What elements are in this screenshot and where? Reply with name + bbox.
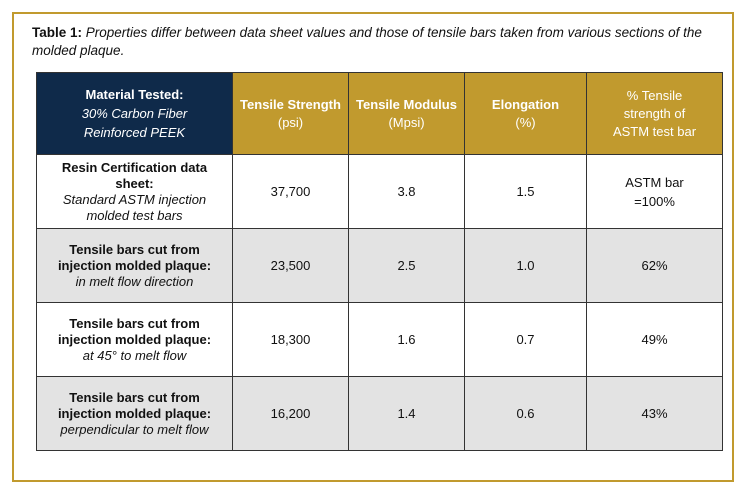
column-header-unit: (psi): [277, 114, 304, 130]
tensile-strength-header: Tensile Strength (psi): [232, 72, 349, 155]
tensile-modulus-cell: 2.5: [348, 228, 465, 303]
row-label-bold: Tensile bars cut from injection molded p…: [57, 389, 212, 421]
pct-header-line-1: % Tensile: [626, 87, 683, 103]
elongation-cell: 0.6: [464, 376, 587, 451]
table-header-row: Material Tested: 30% Carbon Fiber Reinfo…: [36, 72, 723, 155]
column-header-unit: (%): [515, 114, 536, 130]
tensile-modulus-cell: 3.8: [348, 154, 465, 229]
tensile-modulus-header: Tensile Modulus (Mpsi): [348, 72, 465, 155]
row-label-bold: Tensile bars cut from injection molded p…: [57, 315, 212, 347]
pct-cell: 43%: [586, 376, 723, 451]
pct-cell: ASTM bar =100%: [586, 154, 723, 229]
table-row: Resin Certification data sheet: Standard…: [36, 154, 723, 229]
tensile-modulus-cell: 1.4: [348, 376, 465, 451]
caption-lead: Table 1:: [32, 25, 83, 40]
material-tested-sub-1: 30% Carbon Fiber: [81, 106, 188, 121]
row-label: Tensile bars cut from injection molded p…: [36, 376, 233, 451]
pct-cell: 62%: [586, 228, 723, 303]
elongation-cell: 1.5: [464, 154, 587, 229]
column-header-name: Elongation: [491, 96, 560, 112]
table-row: Tensile bars cut from injection molded p…: [36, 376, 723, 451]
elongation-cell: 1.0: [464, 228, 587, 303]
tensile-strength-cell: 37,700: [232, 154, 349, 229]
caption-text: Properties differ between data sheet val…: [32, 25, 702, 58]
material-tested-title: Material Tested:: [85, 87, 184, 102]
pct-cell: 49%: [586, 302, 723, 377]
tensile-modulus-cell: 1.6: [348, 302, 465, 377]
row-label-bold: Resin Certification data sheet:: [61, 159, 208, 191]
table-row: Tensile bars cut from injection molded p…: [36, 228, 723, 303]
row-label-italic: Standard ASTM injection molded test bars: [62, 191, 207, 223]
row-label-bold: Tensile bars cut from injection molded p…: [57, 241, 212, 273]
row-label: Resin Certification data sheet: Standard…: [36, 154, 233, 229]
column-header-name: Tensile Modulus: [356, 96, 457, 112]
properties-table: Material Tested: 30% Carbon Fiber Reinfo…: [36, 72, 723, 451]
column-header-unit: (Mpsi): [388, 114, 425, 130]
tensile-strength-cell: 16,200: [232, 376, 349, 451]
table-row: Tensile bars cut from injection molded p…: [36, 302, 723, 377]
column-header-name: Tensile Strength: [240, 96, 341, 112]
row-label-italic: perpendicular to melt flow: [60, 421, 209, 437]
row-label: Tensile bars cut from injection molded p…: [36, 228, 233, 303]
figure-frame: [12, 12, 734, 482]
tensile-strength-cell: 23,500: [232, 228, 349, 303]
row-label-italic: in melt flow direction: [75, 273, 194, 289]
material-tested-sub-2: Reinforced PEEK: [83, 125, 186, 140]
pct-line-2: =100%: [634, 193, 675, 209]
material-tested-header: Material Tested: 30% Carbon Fiber Reinfo…: [36, 72, 233, 155]
table-caption: Table 1: Properties differ between data …: [32, 24, 712, 60]
pct-header-line-3: ASTM test bar: [612, 123, 697, 139]
elongation-header: Elongation (%): [464, 72, 587, 155]
pct-header-line-2: strength of: [623, 105, 686, 121]
elongation-cell: 0.7: [464, 302, 587, 377]
row-label: Tensile bars cut from injection molded p…: [36, 302, 233, 377]
row-label-italic: at 45° to melt flow: [82, 347, 187, 363]
tensile-strength-cell: 18,300: [232, 302, 349, 377]
pct-tensile-strength-header: % Tensile strength of ASTM test bar: [586, 72, 723, 155]
pct-line-1: ASTM bar: [625, 174, 684, 190]
